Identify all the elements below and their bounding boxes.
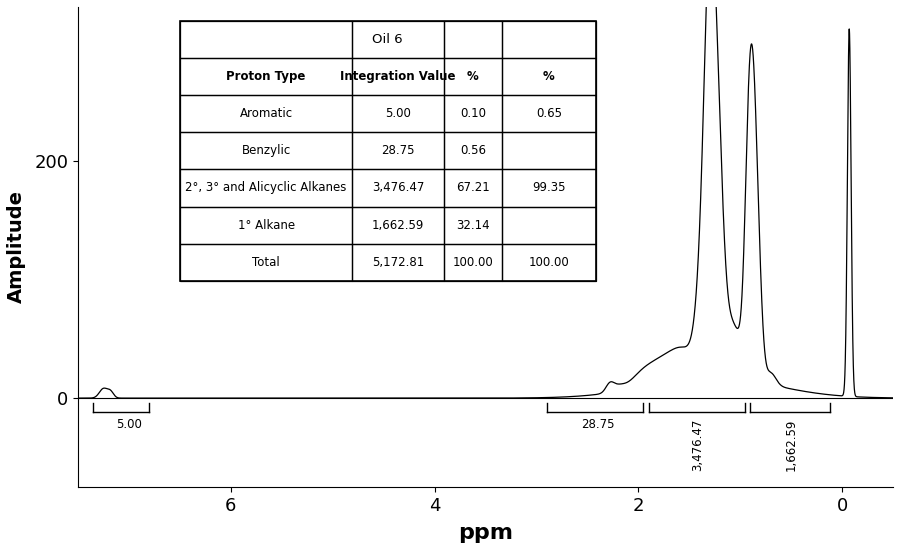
Text: 3,476.47: 3,476.47 xyxy=(691,418,704,471)
X-axis label: ppm: ppm xyxy=(458,523,513,543)
Y-axis label: Amplitude: Amplitude xyxy=(7,190,26,304)
Text: 5.00: 5.00 xyxy=(116,418,142,431)
Text: 1,662.59: 1,662.59 xyxy=(785,418,797,471)
Text: 28.75: 28.75 xyxy=(580,418,615,431)
